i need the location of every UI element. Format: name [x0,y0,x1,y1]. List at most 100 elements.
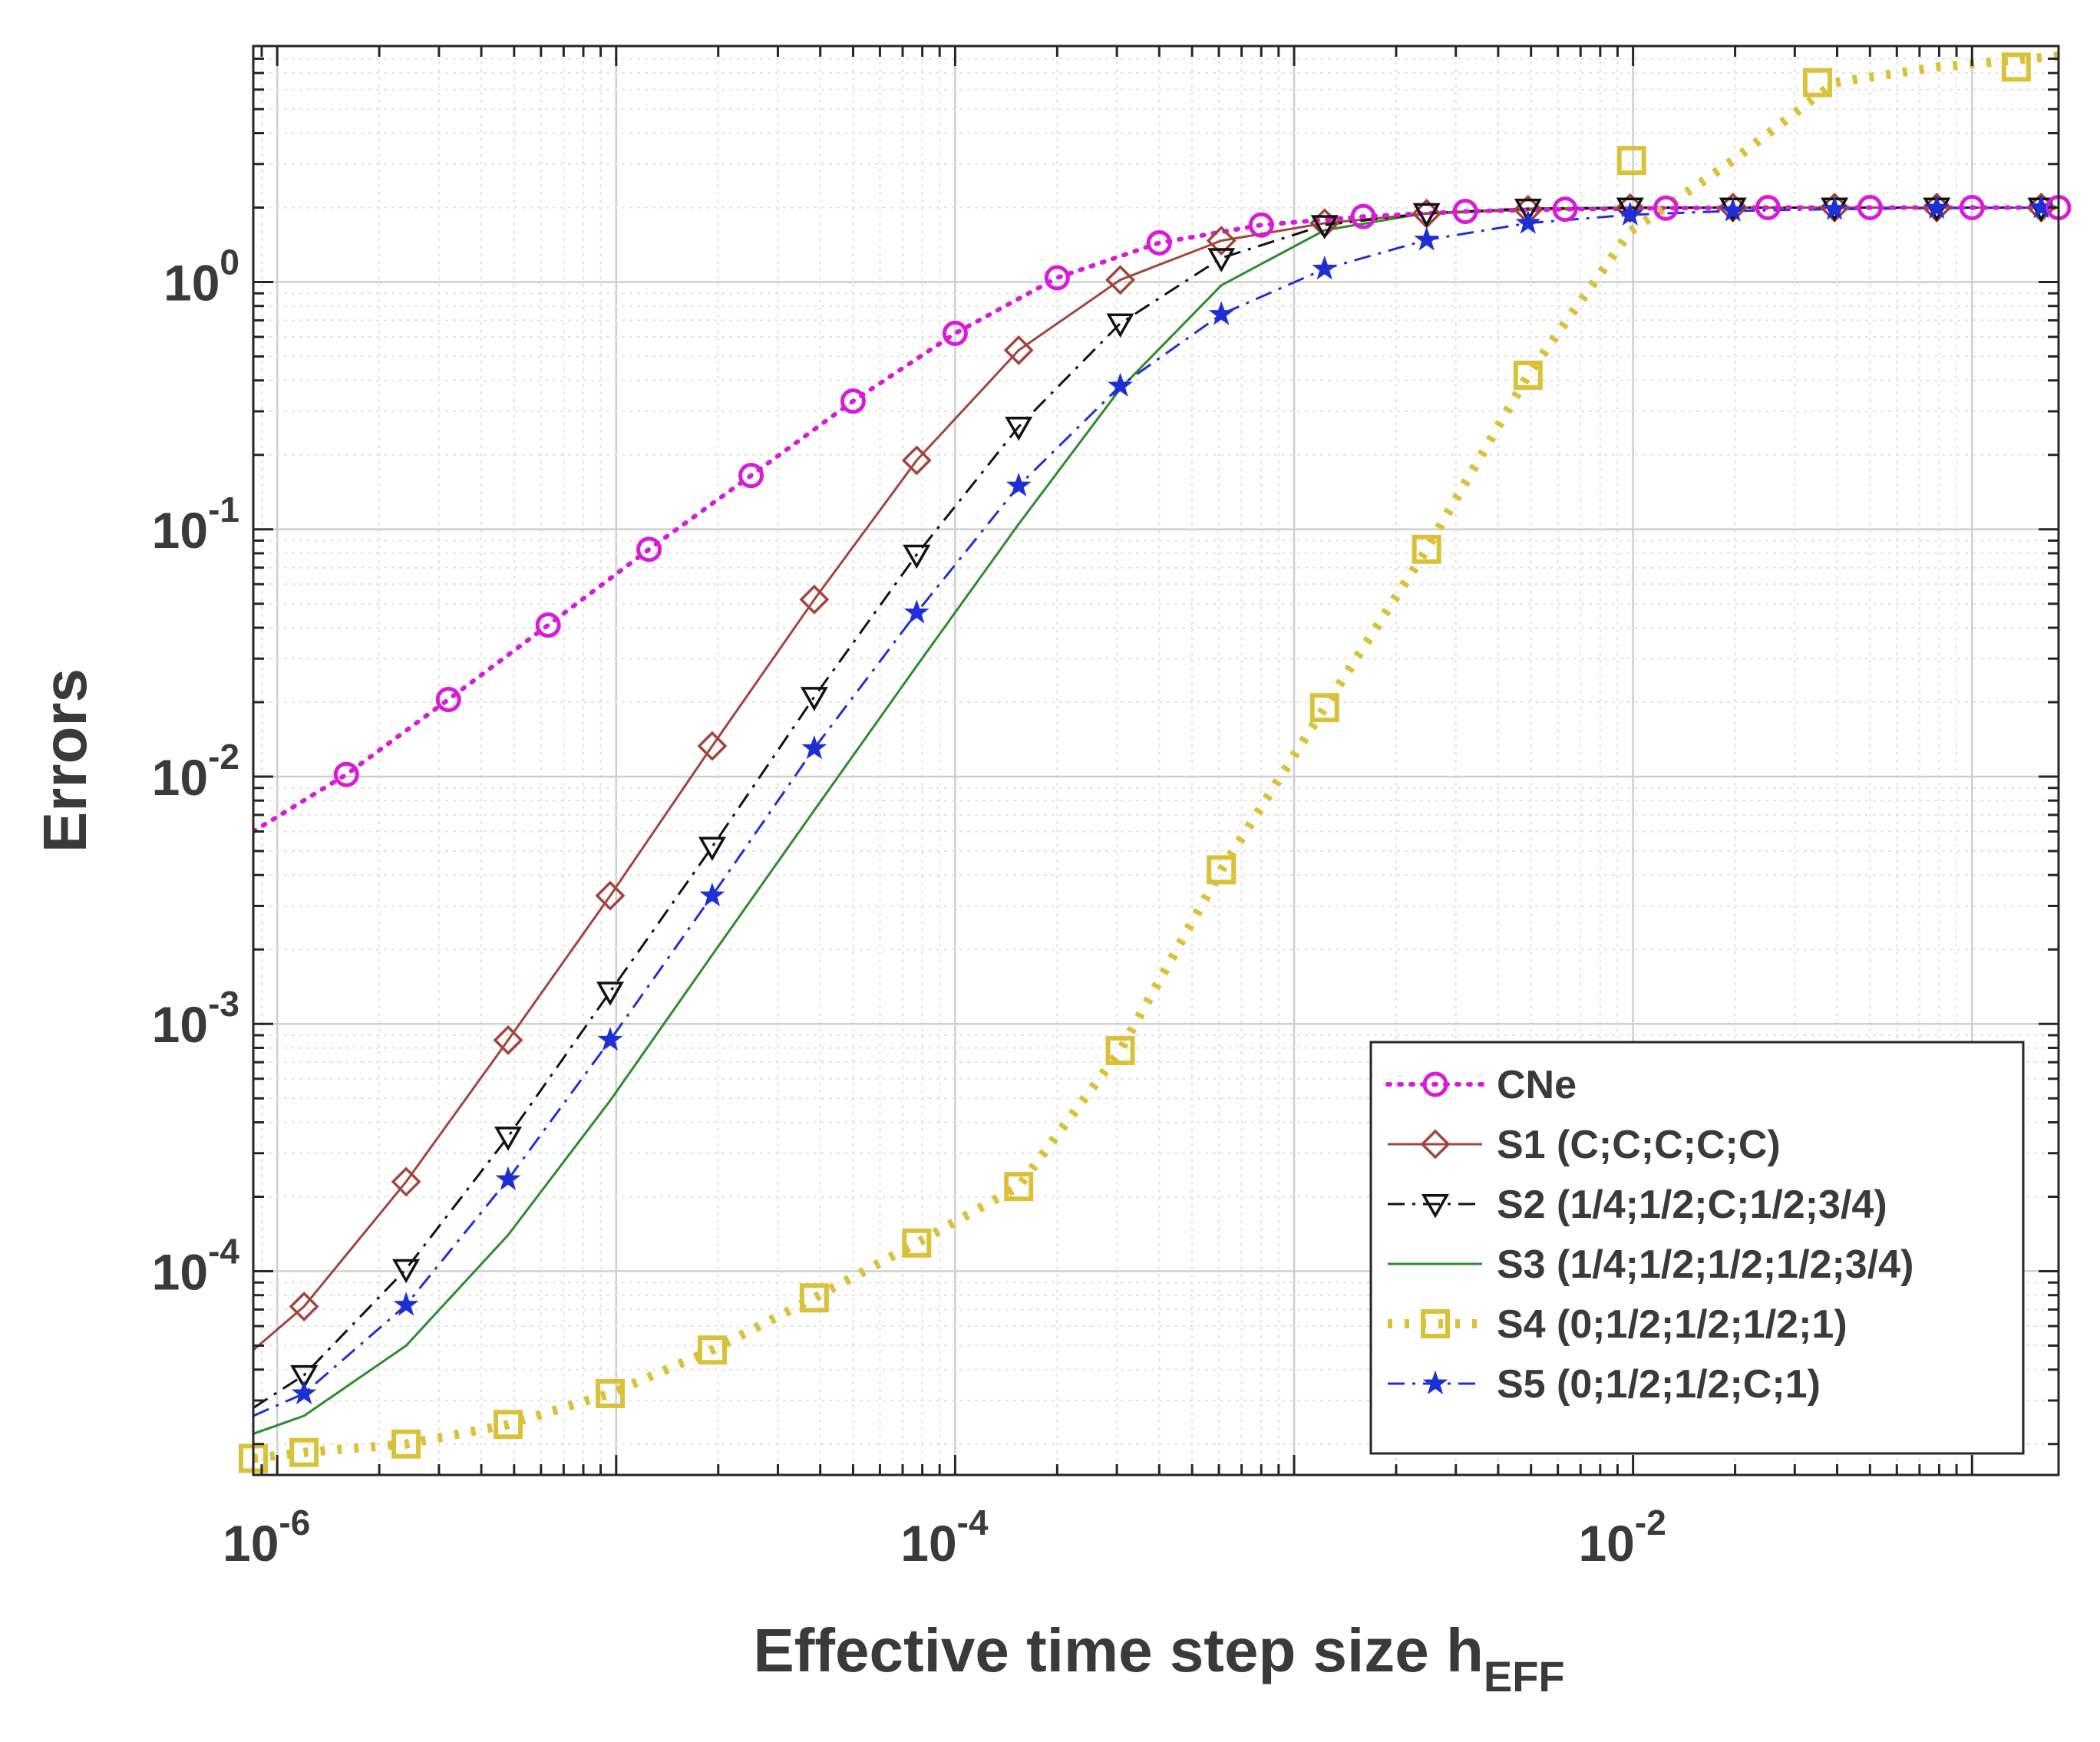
series-marker [698,836,726,862]
plot-frame [252,45,2060,1476]
series-marker [1923,194,1950,219]
series-marker [597,1027,623,1051]
series-marker [697,731,728,761]
x-tick-label-exponent: -2 [1635,1503,1666,1542]
y-tick-label-exponent: 0 [220,242,239,282]
series-markers [239,52,2072,1473]
series-marker [1802,68,1832,97]
legend-marker [1421,1309,1450,1338]
y-tick-label: 10-1 [152,490,239,559]
series-marker [1309,693,1339,723]
series-marker [391,1166,421,1197]
series-marker [1146,229,1172,256]
series-marker [1959,194,1985,220]
series-marker [1857,194,1883,220]
series-marker [595,1378,625,1408]
series-marker [1003,335,1034,365]
series-marker [290,1364,319,1390]
series-marker [1350,203,1376,229]
series-marker [333,761,359,787]
legend-entry-label: S1 (C;C;C;C;C) [1497,1123,1781,1167]
series-marker [495,1166,521,1190]
series-marker [942,320,968,346]
series-marker [697,1335,727,1365]
series-marker [289,1437,319,1467]
series-marker [903,599,929,624]
y-tick-label-exponent: -2 [208,737,239,777]
series-line [253,205,2059,834]
legend-marker [1420,1129,1451,1160]
series-marker [1720,197,1746,222]
y-tick-label: 10-4 [152,1231,240,1300]
y-axis-label: Errors [31,668,99,853]
series-marker [799,584,830,615]
series-line [253,51,2059,1463]
series-marker [595,880,626,911]
series-marker [494,1410,523,1440]
series-marker [1653,195,1679,221]
series-marker [392,1259,421,1284]
series-marker [1616,197,1644,223]
x-tick-label: 10-2 [1578,1503,1666,1572]
series-marker [738,463,764,489]
series-marker [1414,226,1440,251]
series-marker [393,1292,419,1316]
series-marker [1514,198,1542,223]
series-marker [636,536,662,563]
legend-marker [1422,1370,1448,1394]
y-tick-label-exponent: -1 [208,490,239,530]
series-marker [1617,201,1643,226]
series-marker [1821,196,1847,220]
x-tick-label-exponent: -4 [957,1503,989,1542]
series-marker [1206,226,1237,256]
axis-labels: Effective time step size hEFF Errors [31,668,1565,1701]
series-marker [1513,360,1543,390]
legend-entry-label: S2 (1/4;1/2;C;1/2;3/4) [1497,1183,1887,1227]
x-tick-label: 10-6 [223,1503,310,1572]
series-marker [1452,198,1478,224]
y-tick-label-exponent: -3 [208,984,239,1024]
series-marker [1004,1172,1034,1202]
y-tick-label: 10-3 [152,984,239,1053]
legend-marker [1421,1194,1450,1219]
series-marker [901,445,932,476]
series-marker [1755,194,1781,220]
series-marker [1005,472,1032,497]
series-marker [1105,265,1136,295]
series-marker [903,544,931,569]
series-marker [1005,417,1033,441]
y-tick-label-base: 10 [152,996,208,1053]
series-marker [596,982,624,1006]
y-tick-label-base: 10 [163,255,220,312]
series-marker [1108,372,1133,397]
y-tick-label-base: 10 [152,749,208,806]
y-tick-label-base: 10 [152,1243,208,1300]
series-marker [291,1380,317,1404]
x-tick-label-base: 10 [223,1515,279,1572]
series-marker [493,1024,523,1055]
series-marker [435,687,461,713]
series-marker [1412,534,1441,564]
series-marker [391,1429,421,1459]
series-marker [1044,265,1070,291]
x-tick-label-exponent: -6 [279,1503,310,1542]
series-marker [1105,1036,1135,1066]
legend-marker [1422,1071,1448,1097]
series-marker [1106,313,1134,338]
series-marker [1207,248,1236,272]
series-marker [902,1228,932,1258]
series-marker [1515,210,1541,234]
series-marker [535,612,561,638]
x-tick-label-base: 10 [900,1515,956,1572]
legend: CNe S1 (C;C;C;C;C) S2 (1/4;1/2;C;1/2;3/4) S… [1369,1041,2025,1455]
series-marker [1552,196,1578,223]
series-marker [801,735,827,760]
legend-entry-label: CNe [1497,1063,1577,1107]
series-marker [2001,52,2031,82]
x-tick-label: 10-4 [900,1503,989,1572]
series-marker [1412,203,1441,228]
y-tick-label: 10-2 [152,737,239,806]
